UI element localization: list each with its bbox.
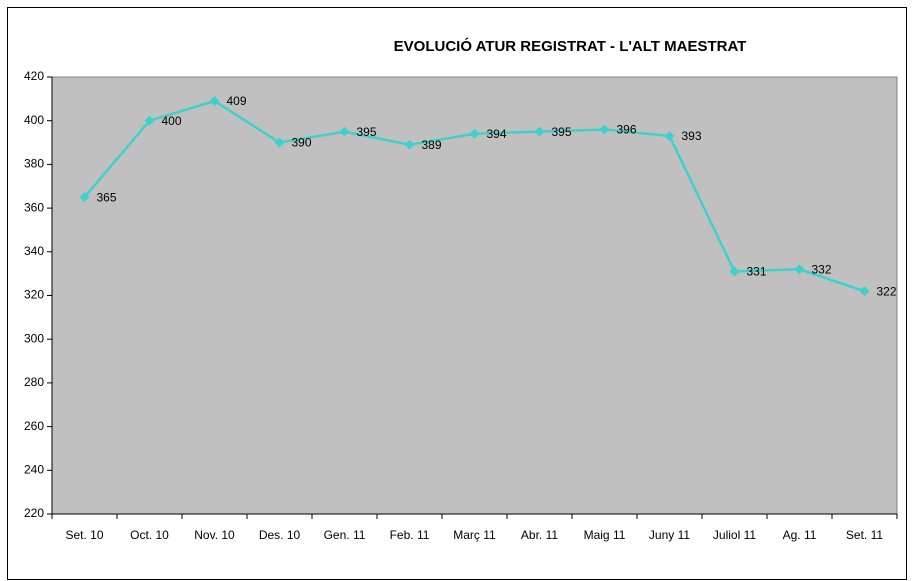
data-point [404, 139, 415, 150]
y-tick-label: 280 [24, 375, 44, 389]
data-label: 400 [162, 114, 182, 128]
data-point [599, 124, 610, 135]
data-point [664, 130, 675, 141]
data-label: 396 [617, 123, 637, 137]
x-tick-label: Des. 10 [259, 528, 301, 542]
x-tick-label: Març 11 [453, 528, 496, 542]
data-label: 365 [97, 190, 117, 204]
data-point [339, 126, 350, 137]
x-tick-label: Gen. 11 [324, 528, 366, 542]
x-tick-label: Nov. 10 [194, 528, 235, 542]
data-point [274, 137, 285, 148]
x-tick-label: Maig 11 [584, 528, 626, 542]
y-tick-label: 240 [24, 462, 44, 476]
y-tick-label: 400 [24, 113, 44, 127]
plot-area [51, 76, 898, 515]
x-tick-label: Juny 11 [649, 528, 690, 542]
x-tick-label: Set. 11 [846, 528, 883, 542]
data-label: 389 [422, 138, 442, 152]
data-point [144, 115, 155, 126]
x-tick-label: Set. 10 [65, 528, 103, 542]
y-tick-label: 360 [24, 200, 44, 214]
data-label: 331 [747, 265, 767, 279]
data-point [729, 266, 740, 277]
data-label: 332 [812, 262, 832, 276]
data-point [859, 286, 870, 297]
x-tick-label: Feb. 11 [390, 528, 430, 542]
data-label: 395 [552, 125, 572, 139]
data-label: 409 [227, 94, 247, 108]
y-tick-label: 220 [24, 506, 44, 520]
x-tick-label: Juliol 11 [713, 528, 756, 542]
y-tick-label: 420 [24, 69, 44, 83]
chart-title: EVOLUCIÓ ATUR REGISTRAT - L'ALT MAESTRAT [394, 37, 747, 55]
x-tick-label: Abr. 11 [521, 528, 558, 542]
x-tick-label: Oct. 10 [130, 528, 169, 542]
data-point [209, 96, 220, 107]
data-label: 322 [877, 284, 897, 298]
y-tick-label: 340 [24, 244, 44, 258]
data-point [794, 264, 805, 275]
x-tick-label: Ag. 11 [783, 528, 817, 542]
data-point [469, 128, 480, 139]
data-label: 394 [487, 127, 507, 141]
y-tick-label: 320 [24, 288, 44, 302]
data-label: 390 [292, 136, 312, 150]
data-point [79, 192, 90, 203]
data-label: 393 [682, 129, 702, 143]
data-point [534, 126, 545, 137]
y-tick-label: 380 [24, 157, 44, 171]
y-tick-label: 300 [24, 331, 44, 345]
data-label: 395 [357, 125, 377, 139]
y-tick-label: 260 [24, 419, 44, 433]
